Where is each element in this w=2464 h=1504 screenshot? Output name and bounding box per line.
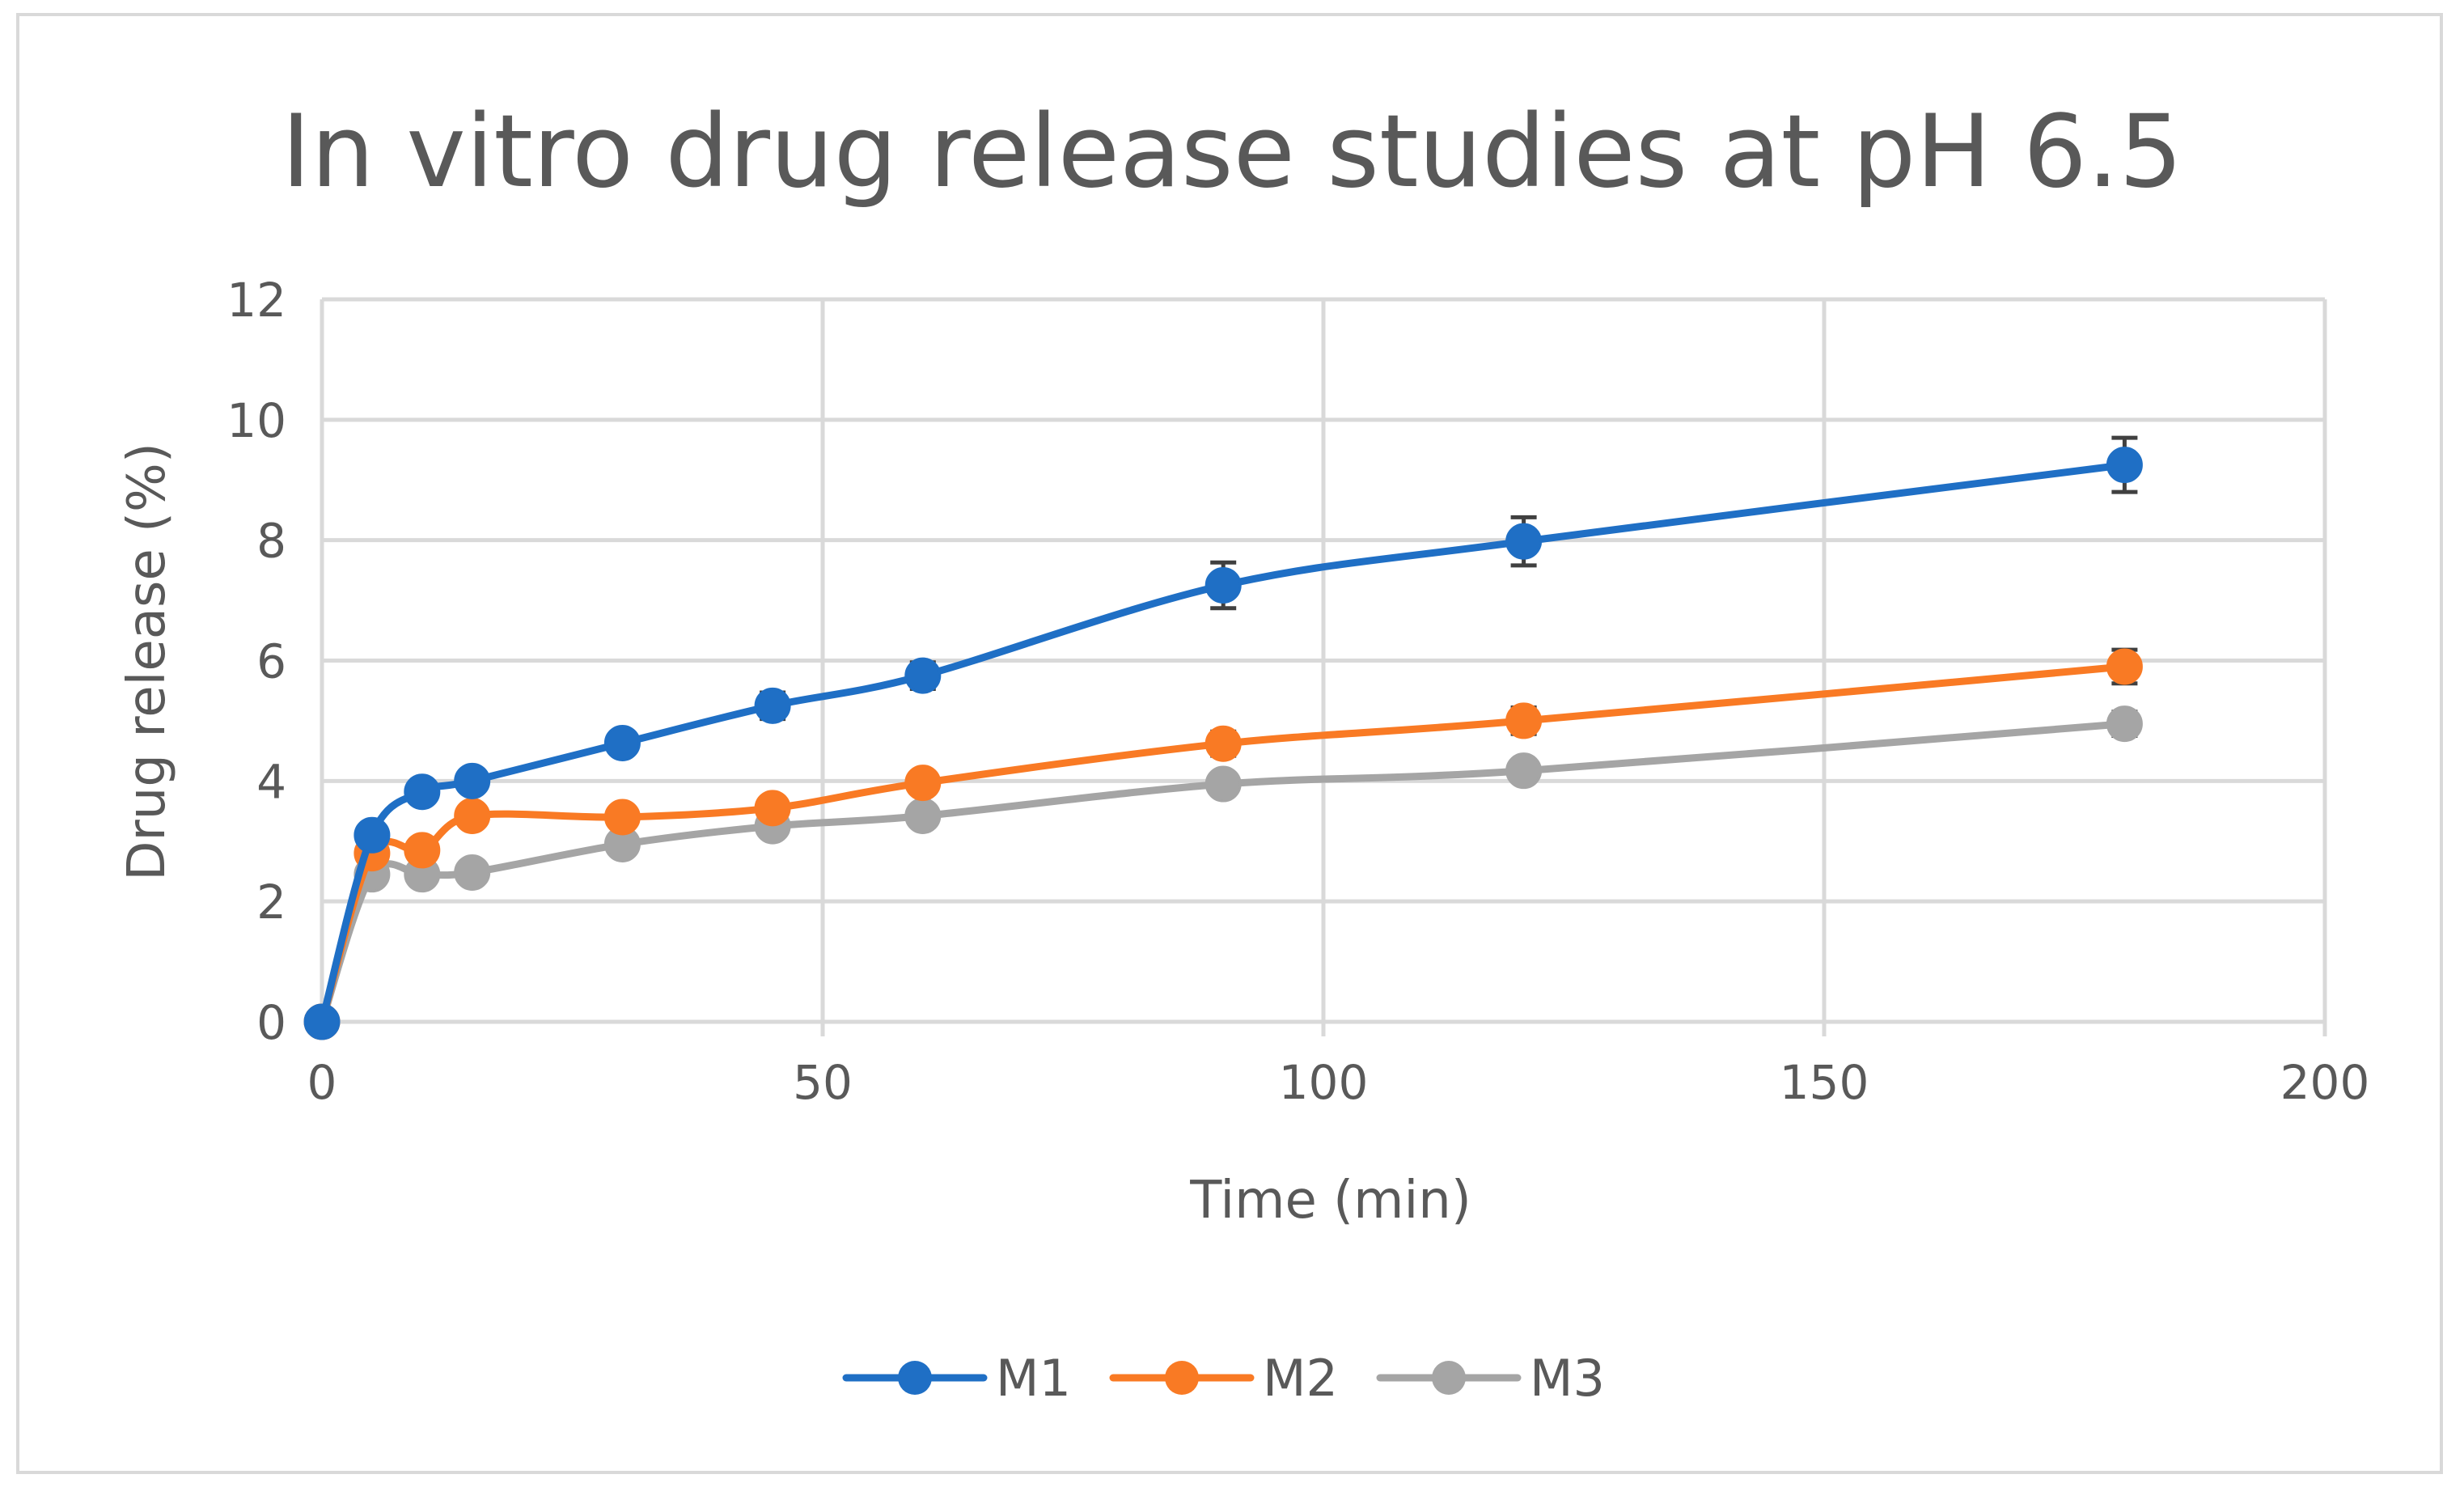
legend-item-m3: M3 <box>1376 1349 1605 1408</box>
data-point-m3-90: M3 (90, 3.95) <box>1204 765 1242 803</box>
data-point-m2-120: M2 (120, 5) <box>1505 702 1543 739</box>
legend-marker-m2 <box>1165 1361 1199 1395</box>
legend-item-m2: M2 <box>1109 1349 1338 1408</box>
data-point-m1-5: M1 (5, 3.1) <box>354 816 391 854</box>
x-tick-label-50: 50 <box>793 1055 853 1110</box>
data-point-m3-15: M3 (15, 2.48) <box>454 854 491 891</box>
y-tick-label-0: 0 <box>256 995 286 1050</box>
data-point-m2-15: M2 (15, 3.42) <box>454 797 491 834</box>
y-tick-label-10: 10 <box>227 393 286 448</box>
y-tick-label-6: 6 <box>256 634 286 689</box>
data-point-m1-0: M1 (0, 0) <box>303 1003 341 1040</box>
series-layer: M3 (0, 0)M3 (5, 2.45)M3 (10, 2.45)M3 (15… <box>303 435 2143 1040</box>
legend-label-m2: M2 <box>1263 1349 1338 1408</box>
x-axis-title: Time (min) <box>1189 1171 1471 1231</box>
legend-marker-m1 <box>898 1361 932 1395</box>
legend: M1 M2 M3 <box>842 1349 1605 1408</box>
data-point-m2-45: M2 (45, 3.55) <box>754 790 791 827</box>
y-tick-label-4: 4 <box>256 754 286 809</box>
data-point-m3-180: M3 (180, 4.95) <box>2106 705 2143 743</box>
x-tick-label-0: 0 <box>307 1055 337 1110</box>
legend-item-m1: M1 <box>842 1349 1071 1408</box>
series-m2: M2 (0, 0)M2 (5, 2.8)M2 (10, 2.85)M2 (15,… <box>303 647 2143 1040</box>
data-point-m1-30: M1 (30, 4.63) <box>603 724 641 761</box>
y-tick-label-8: 8 <box>256 514 286 569</box>
data-point-m2-90: M2 (90, 4.62) <box>1204 725 1242 762</box>
legend-marker-m3 <box>1432 1361 1466 1395</box>
data-point-m1-15: M1 (15, 4) <box>454 762 491 799</box>
gridlines <box>322 297 2327 1022</box>
x-tick-label-200: 200 <box>2280 1055 2370 1110</box>
data-point-m2-60: M2 (60, 3.97) <box>904 765 942 802</box>
data-point-m1-10: M1 (10, 3.82) <box>404 773 441 811</box>
legend-label-m1: M1 <box>996 1349 1071 1408</box>
x-tick-label-100: 100 <box>1279 1055 1369 1110</box>
data-point-m2-30: M2 (30, 3.4) <box>603 799 641 836</box>
x-axis-ticks: 0 50 100 150 200 <box>307 1055 2370 1110</box>
data-point-m1-60: M1 (60, 5.75) <box>904 657 942 694</box>
y-tick-label-12: 12 <box>227 273 286 328</box>
series-m1: M1 (0, 0) M1 (5, 3.1) M1 (10, 3.82) M1 (15,… <box>303 435 2143 1040</box>
y-axis-title: Drug release (%) <box>117 443 177 881</box>
legend-label-m3: M3 <box>1530 1349 1605 1408</box>
data-point-m3-120: M3 (120, 4.17) <box>1505 752 1543 790</box>
y-tick-label-2: 2 <box>256 875 286 930</box>
data-point-m1-120: M1 (120, 7.98) <box>1505 523 1543 560</box>
series-line-m2 <box>318 663 2128 1026</box>
data-point-m2-180: M2 (180, 5.9) <box>2106 648 2143 685</box>
chart-title: In vitro drug release studies at pH 6.5 <box>282 94 2182 210</box>
x-tick-label-150: 150 <box>1780 1055 1869 1110</box>
axes <box>320 299 2327 1036</box>
data-point-m1-180: M1 (180, 9.25) <box>2106 447 2143 484</box>
data-point-m2-10: M2 (10, 2.85) <box>404 832 441 869</box>
data-point-m1-45: M1 (45, 5.25) <box>754 687 791 724</box>
y-axis-ticks: 0 2 4 6 8 10 12 <box>227 273 286 1050</box>
data-point-m1-90: M1 (90, 7.25) <box>1204 566 1242 604</box>
data-point-m3-60: M3 (60, 3.42) <box>904 797 942 834</box>
